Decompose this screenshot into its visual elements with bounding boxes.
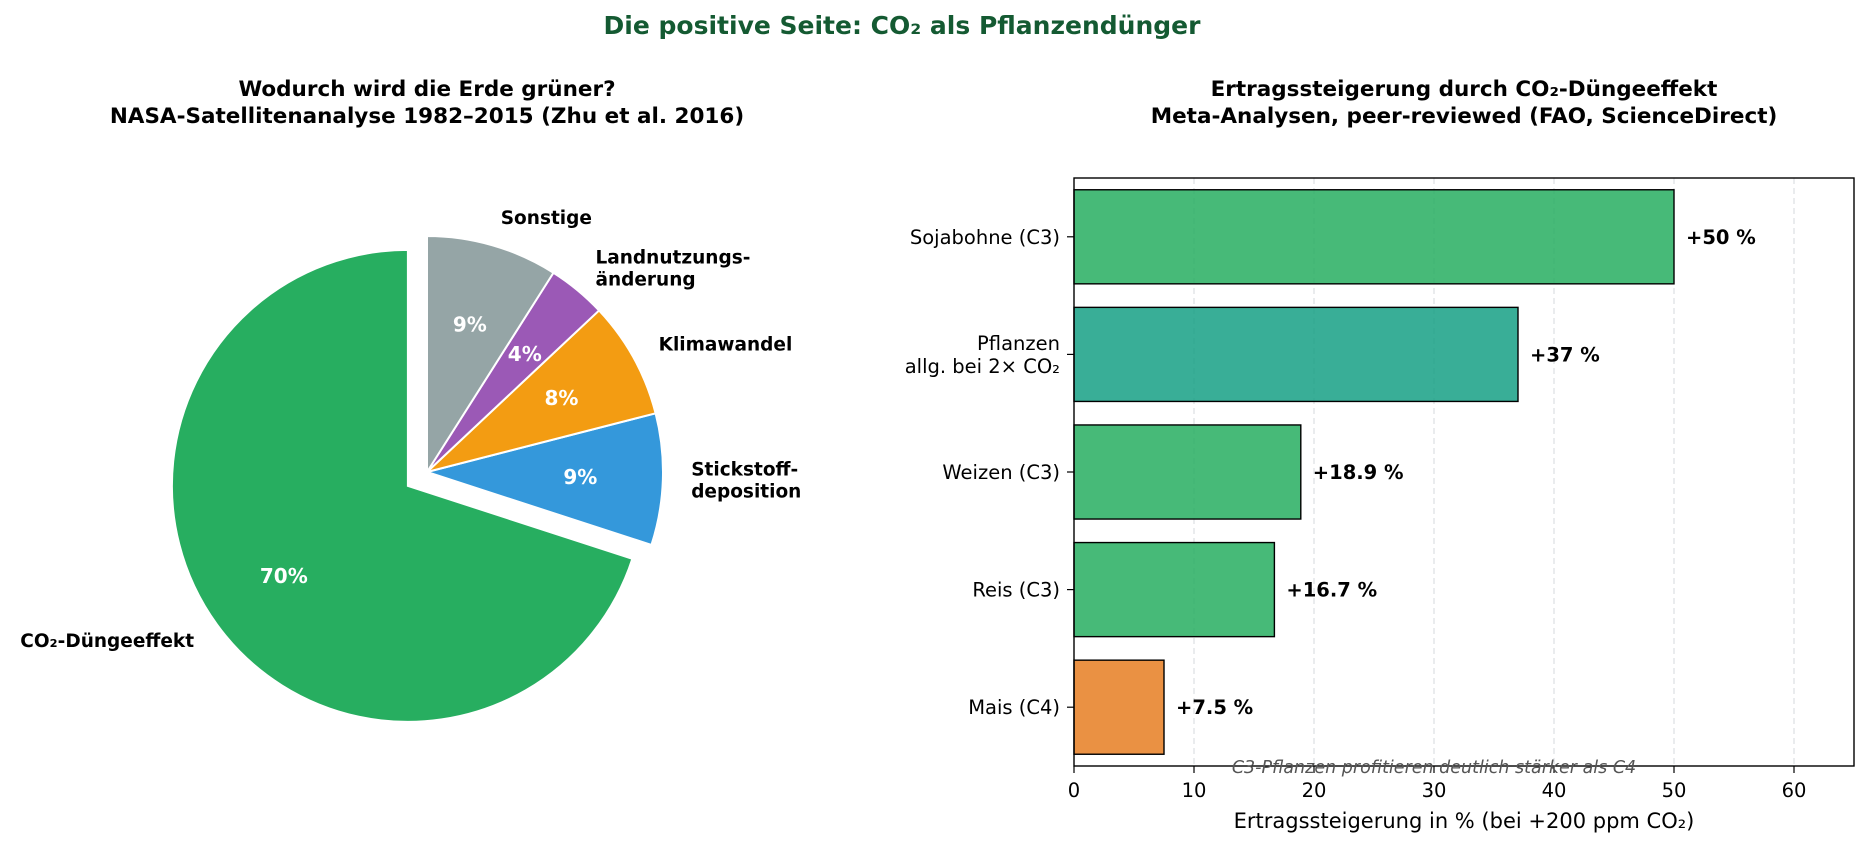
bar-chart-annotation: C3-Pflanzen profitieren deutlich stärker…	[1232, 758, 1636, 778]
pie-slice-percent: 4%	[508, 342, 542, 366]
bar-value-label: +16.7 %	[1286, 579, 1377, 602]
bar-value-label: +37 %	[1530, 343, 1600, 366]
pie-slice	[426, 234, 555, 476]
pie-chart: Wodurch wird die Erde grüner? NASA-Satell…	[20, 77, 801, 723]
bar-chart-x-ticks: 0 10 20 30 40 50 60	[1068, 766, 1807, 802]
pie-slice-label: Stickstoff-deposition	[691, 459, 801, 502]
y-tick-label: Mais (C4)	[968, 696, 1060, 719]
bar	[1073, 189, 1675, 285]
x-tick-label: 60	[1782, 779, 1807, 802]
pie-slice	[423, 412, 664, 547]
pie-slice-percent: 8%	[544, 386, 578, 410]
pie-slice-percent: 9%	[453, 313, 487, 337]
x-tick-label: 0	[1068, 779, 1080, 802]
bar	[1073, 659, 1165, 755]
y-tick-label: Reis (C3)	[972, 579, 1060, 602]
bar-chart: Ertragssteigerung durch CO₂-Düngeeffekt M…	[905, 77, 1855, 833]
bar-value-label: +18.9 %	[1313, 461, 1404, 484]
y-tick-label: Pflanzen allg. bei 2× CO₂	[905, 332, 1060, 378]
bar	[1073, 541, 1276, 638]
x-tick-label: 50	[1662, 779, 1687, 802]
pie-slice-label: Klimawandel	[659, 335, 793, 356]
bar-chart-title: Ertragssteigerung durch CO₂-Düngeeffekt M…	[1151, 77, 1778, 129]
x-tick-label: 10	[1182, 779, 1207, 802]
pie-slice-label: Sonstige	[501, 208, 592, 229]
bar-value-label: +7.5 %	[1176, 696, 1253, 719]
x-tick-label: 40	[1542, 779, 1567, 802]
x-tick-label: 20	[1302, 779, 1327, 802]
y-tick-label: Sojabohne (C3)	[910, 226, 1060, 249]
bar-chart-y-ticks: Sojabohne (C3) Pflanzen allg. bei 2× CO₂ We…	[905, 226, 1074, 719]
pie-slices	[170, 234, 664, 723]
pie-slice-percent: 9%	[563, 465, 597, 489]
y-tick-label: Weizen (C3)	[942, 461, 1060, 484]
bar-chart-x-axis-label: Ertragssteigerung in % (bei +200 ppm CO₂…	[1234, 809, 1695, 833]
pie-chart-title: Wodurch wird die Erde grüner? NASA-Satell…	[110, 77, 744, 129]
bar	[1073, 424, 1302, 520]
bar-value-label: +50 %	[1686, 226, 1756, 249]
pie-slice-label: Landnutzungs-änderung	[595, 247, 750, 290]
pie-slice	[170, 248, 634, 723]
x-tick-label: 30	[1422, 779, 1447, 802]
figure-title: Die positive Seite: CO₂ als Pflanzendüng…	[604, 11, 1202, 40]
pie-slice-label: CO₂-Düngeeffekt	[20, 631, 194, 652]
bar-chart-value-labels: +50 % +37 % +18.9 % +16.7 % +7.5 %	[1176, 226, 1756, 719]
bar	[1073, 306, 1519, 403]
pie-slice-percent: 70%	[260, 564, 308, 588]
pie-slice	[426, 309, 657, 473]
pie-labels: 70% CO₂-Düngeeffekt 9% Stickstoff-depositio…	[20, 208, 801, 652]
bar-chart-bars	[1073, 189, 1675, 755]
